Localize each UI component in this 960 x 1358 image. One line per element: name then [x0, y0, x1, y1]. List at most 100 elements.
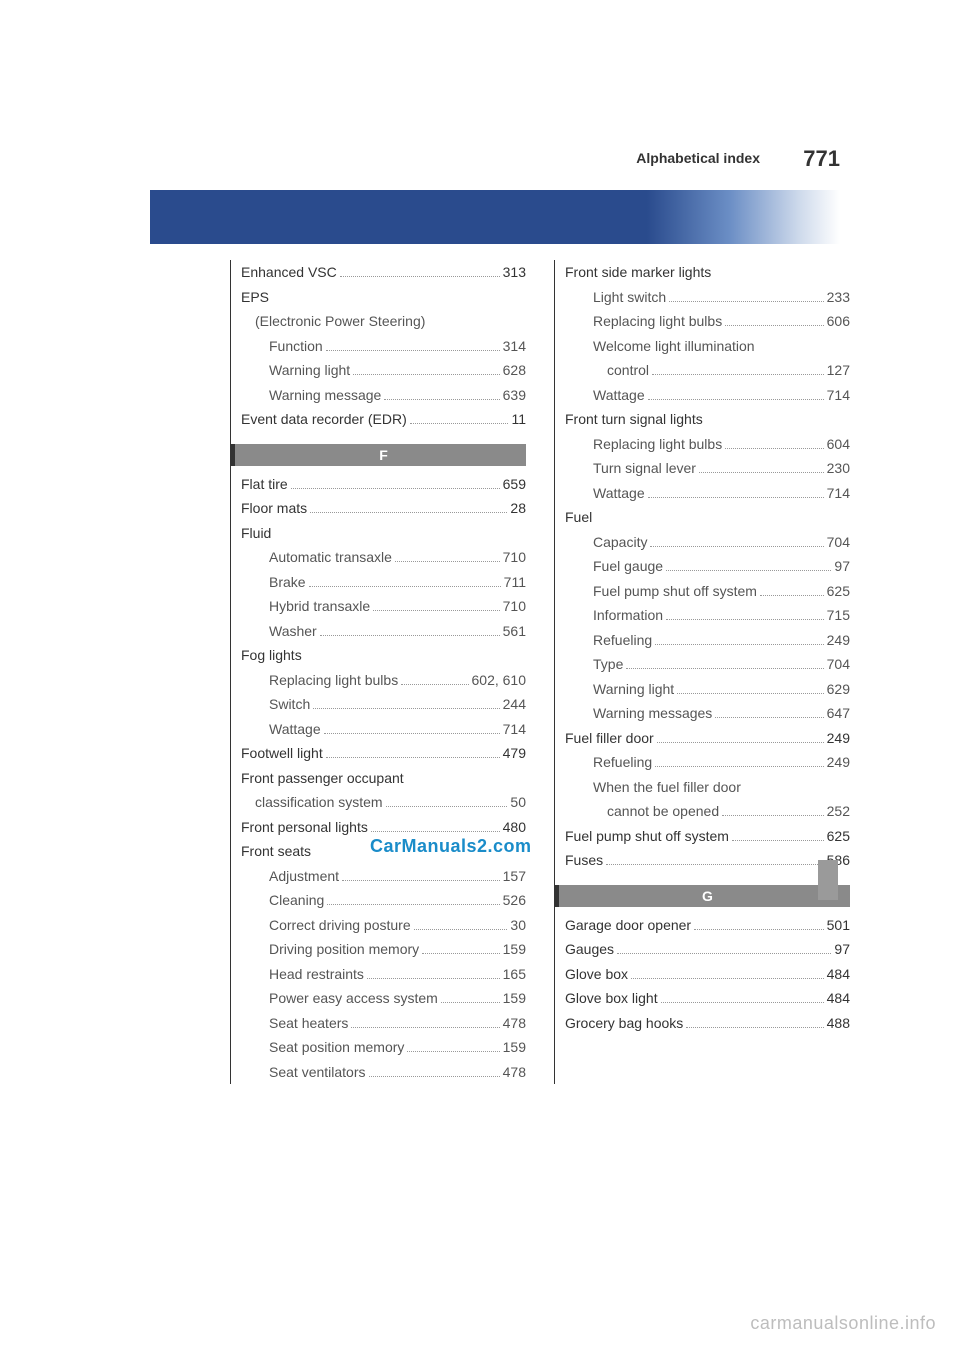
leader-dots — [655, 644, 823, 645]
entry-label: Replacing light bulbs — [593, 432, 722, 457]
leader-dots — [725, 448, 823, 449]
entry-label: EPS — [241, 285, 269, 310]
leader-dots — [369, 1076, 500, 1077]
entry-page: 647 — [827, 701, 850, 726]
index-entry: Replacing light bulbs606 — [565, 309, 850, 334]
entry-page: 628 — [503, 358, 526, 383]
left-column: Enhanced VSC313EPS(Electronic Power Stee… — [230, 260, 526, 1084]
entry-label: Enhanced VSC — [241, 260, 337, 285]
index-entry: Wattage714 — [241, 717, 526, 742]
index-entry: classification system50 — [241, 790, 526, 815]
entry-label: Fuses — [565, 848, 603, 873]
index-entry: Washer561 — [241, 619, 526, 644]
entry-page: 602, 610 — [472, 668, 527, 693]
entry-page: 714 — [503, 717, 526, 742]
entry-label: Front side marker lights — [565, 260, 711, 285]
index-entry: Warning light 628 — [241, 358, 526, 383]
entry-label: Warning light — [593, 677, 674, 702]
leader-dots — [732, 840, 824, 841]
leader-dots — [326, 350, 500, 351]
leader-dots — [617, 953, 831, 954]
entry-page: 165 — [503, 962, 526, 987]
leader-dots — [309, 586, 501, 587]
header-color-band — [150, 190, 840, 244]
entry-label: Light switch — [593, 285, 666, 310]
leader-dots — [327, 904, 499, 905]
index-entry: Refueling249 — [565, 628, 850, 653]
entry-label: Event data recorder (EDR) — [241, 407, 407, 432]
index-entry: Warning message 639 — [241, 383, 526, 408]
index-entry: Footwell light479 — [241, 741, 526, 766]
leader-dots — [407, 1051, 499, 1052]
index-entry: Wattage714 — [565, 383, 850, 408]
entry-label: Warning message — [269, 383, 381, 408]
entry-page: 704 — [827, 530, 850, 555]
entry-label: Capacity — [593, 530, 647, 555]
entry-page: 249 — [827, 750, 850, 775]
entry-page: 249 — [827, 726, 850, 751]
index-entry: Fuel gauge97 — [565, 554, 850, 579]
index-entry: Seat ventilators478 — [241, 1060, 526, 1085]
entry-label: Automatic transaxle — [269, 545, 392, 570]
leader-dots — [353, 374, 499, 375]
index-entry: Head restraints165 — [241, 962, 526, 987]
entry-page: 625 — [827, 579, 850, 604]
index-entry: Gauges97 — [565, 937, 850, 962]
index-entry: Driving position memory159 — [241, 937, 526, 962]
entry-label: Power easy access system — [269, 986, 438, 1011]
index-entry: Replacing light bulbs602, 610 — [241, 668, 526, 693]
entry-label: Glove box — [565, 962, 628, 987]
leader-dots — [669, 301, 823, 302]
index-entry: Fuel pump shut off system625 — [565, 824, 850, 849]
entry-page: 606 — [827, 309, 850, 334]
leader-dots — [655, 766, 823, 767]
entry-label: Wattage — [593, 481, 645, 506]
entry-label: Footwell light — [241, 741, 323, 766]
leader-dots — [657, 742, 824, 743]
index-entry: Event data recorder (EDR)11 — [241, 407, 526, 432]
entry-label: Seat ventilators — [269, 1060, 366, 1085]
header-title: Alphabetical index — [636, 150, 760, 166]
entry-label: Warning messages — [593, 701, 712, 726]
entry-page: 639 — [503, 383, 526, 408]
entry-label: Wattage — [593, 383, 645, 408]
entry-page: 710 — [503, 545, 526, 570]
index-entry: Hybrid transaxle710 — [241, 594, 526, 619]
leader-dots — [291, 488, 500, 489]
leader-dots — [686, 1027, 823, 1028]
leader-dots — [661, 1002, 824, 1003]
entry-page: 604 — [827, 432, 850, 457]
leader-dots — [650, 546, 823, 547]
index-content: Enhanced VSC313EPS(Electronic Power Stee… — [230, 260, 850, 1084]
leader-dots — [367, 978, 500, 979]
leader-dots — [422, 953, 499, 954]
right-column: Front side marker lightsLight switch233R… — [554, 260, 850, 1084]
watermark-center: CarManuals2.com — [370, 836, 532, 857]
entry-label: control — [607, 358, 649, 383]
entry-label: Brake — [269, 570, 306, 595]
index-entry: EPS — [241, 285, 526, 310]
index-entry: Adjustment157 — [241, 864, 526, 889]
entry-page: 704 — [827, 652, 850, 677]
section-header: G — [555, 885, 850, 907]
index-entry: Brake711 — [241, 570, 526, 595]
header-page-number: 771 — [803, 146, 840, 172]
entry-page: 526 — [503, 888, 526, 913]
entry-label: When the fuel filler door — [593, 775, 741, 800]
entry-label: Warning light — [269, 358, 350, 383]
entry-page: 159 — [503, 986, 526, 1011]
page-header: Alphabetical index 771 — [150, 150, 840, 174]
leader-dots — [631, 978, 824, 979]
leader-dots — [401, 684, 468, 685]
leader-dots — [351, 1027, 499, 1028]
entry-label: Type — [593, 652, 623, 677]
entry-label: Fuel pump shut off system — [593, 579, 757, 604]
leader-dots — [648, 399, 824, 400]
entry-label: Adjustment — [269, 864, 339, 889]
index-entry: Floor mats28 — [241, 496, 526, 521]
entry-page: 478 — [503, 1011, 526, 1036]
entry-page: 159 — [503, 937, 526, 962]
index-entry: Front passenger occupant — [241, 766, 526, 791]
entry-page: 488 — [827, 1011, 850, 1036]
index-entry: Flat tire659 — [241, 472, 526, 497]
